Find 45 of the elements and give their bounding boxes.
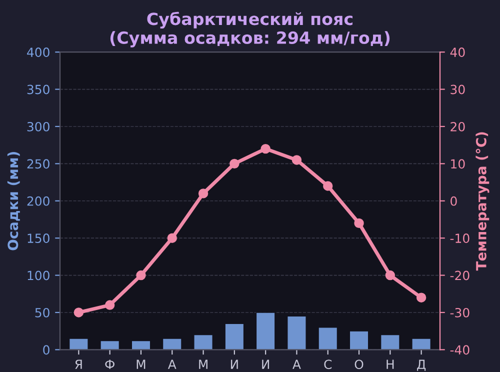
point (416, 292, 426, 302)
y2-tick-label: -20 (450, 270, 470, 280)
y-axis-title: Осадки (мм) (7, 152, 20, 250)
x-tick-label: И (262, 360, 270, 369)
y-tick-label: 100 (28, 270, 50, 280)
y2-tick-label: -40 (450, 345, 470, 355)
x-tick-label: А (292, 360, 301, 369)
x-tick-label: М (199, 360, 208, 369)
point (104, 300, 115, 310)
y-tick-label: 350 (27, 84, 50, 94)
x-tick-label: Я (75, 360, 82, 369)
point (198, 188, 208, 198)
y-tick-label: 0 (43, 345, 50, 355)
y2-tick-label: 40 (450, 48, 465, 58)
y2-tick-label: 30 (450, 84, 465, 94)
y2-tick-label: 0 (450, 196, 457, 206)
y2-tick-label: 10 (451, 159, 465, 169)
x-tick-label: О (354, 360, 364, 370)
point (167, 233, 177, 243)
point (323, 181, 333, 191)
x-tick-label: М (136, 360, 146, 369)
y-tick-label: 300 (27, 122, 50, 132)
y-tick-label: 200 (27, 196, 50, 206)
point (292, 155, 302, 165)
y-tick-label: 50 (35, 308, 50, 318)
x-tick-label: И (230, 360, 238, 369)
point (230, 158, 240, 169)
point (385, 270, 396, 280)
y2-tick-label: -30 (450, 308, 470, 318)
chart-title: Субарктический пояс (Сумма осадков: 294 мм/год) (110, 12, 390, 48)
y2-tick-label: 20 (450, 122, 465, 132)
y-tick-label: 250 (27, 159, 50, 169)
y2-axis-title: Температура (°C) (476, 132, 490, 271)
x-tick-label: А (168, 360, 176, 369)
x-tick-label: Ф (105, 360, 114, 369)
y-tick-label: 150 (28, 234, 50, 244)
x-tick-label: С (324, 360, 332, 370)
point (136, 270, 146, 280)
point (260, 144, 270, 154)
y-tick-label: 400 (27, 48, 50, 58)
x-tick-label: Н (386, 360, 394, 369)
x-tick-label: Д (417, 360, 426, 371)
point (354, 218, 364, 228)
point (74, 308, 84, 318)
y2-tick-label: -10 (450, 234, 470, 244)
